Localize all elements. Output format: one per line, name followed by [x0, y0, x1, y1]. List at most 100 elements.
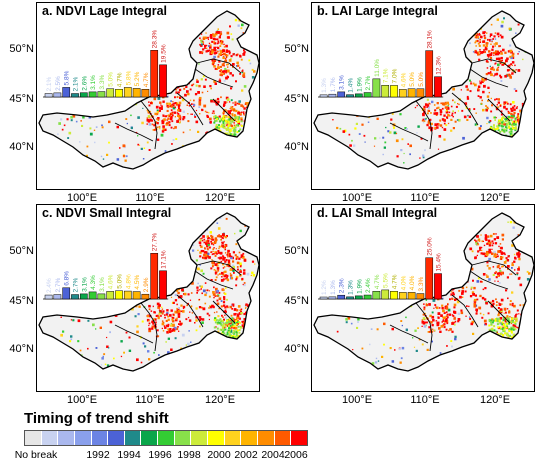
bar	[71, 93, 79, 98]
province-boundary	[176, 294, 204, 328]
province-boundary	[471, 260, 517, 276]
bar	[159, 270, 167, 300]
province-boundary	[212, 300, 236, 324]
bar	[79, 293, 88, 300]
province-boundary	[415, 302, 433, 352]
province-boundary	[196, 260, 242, 276]
legend-swatch	[191, 431, 209, 445]
legend-label: 2002	[234, 449, 258, 461]
province-boundary	[114, 122, 154, 142]
bar	[381, 289, 390, 300]
bar-value-label: 1.3%	[321, 78, 328, 93]
lon-label-100: 100°E	[66, 192, 98, 204]
legend-label: 2006	[284, 449, 308, 461]
bar-value-label: 27.7%	[152, 233, 159, 252]
province-boundary	[471, 58, 517, 74]
bar	[398, 89, 407, 98]
lon-label-100: 100°E	[341, 394, 373, 406]
legend-swatch	[58, 431, 75, 445]
lon-label-100: 100°E	[66, 394, 98, 406]
bar	[416, 293, 425, 300]
bar	[97, 91, 106, 98]
bar-value-label: 28.1%	[427, 30, 434, 49]
bar-value-label: 5.5%	[383, 273, 390, 288]
bar	[106, 88, 115, 98]
bar-value-label: 1.2%	[321, 280, 328, 295]
bar-value-label: 19.5%	[161, 44, 168, 63]
legend-swatch	[74, 431, 92, 445]
province-boundary	[451, 92, 479, 126]
province-boundary	[140, 100, 158, 150]
bar	[123, 290, 132, 300]
lat-label-45: 45°N	[9, 93, 34, 105]
bar	[79, 92, 88, 98]
bar	[363, 294, 372, 300]
province-boundary	[194, 68, 234, 88]
bar-value-label: 4.7%	[143, 72, 150, 87]
bar-value-label: 2.6%	[81, 76, 88, 91]
lon-label-100: 100°E	[341, 192, 373, 204]
bar	[425, 257, 434, 300]
panel-d: 1.2% 1.3% 2.3% 1.3% 1.9% 2.4% 4.7% 5.5% 4.7% 4.0%…	[275, 202, 537, 406]
lon-label-120: 120°E	[204, 192, 236, 204]
bar-value-label: 5.8%	[125, 70, 132, 85]
bar	[372, 290, 381, 300]
legend-title: Timing of trend shift	[24, 410, 169, 427]
bar-value-label: 12.3%	[436, 56, 443, 75]
panel-a: 2.1% 2.5% 5.8% 2.1% 2.6% 3.1% 3.3% 5.0% 4.7% 5.8%…	[0, 0, 262, 204]
province-boundary	[389, 122, 429, 142]
bar	[354, 93, 363, 98]
bar	[346, 296, 354, 300]
map-frame: 1.3% 1.7% 3.1% 1.4% 1.9% 2.7% 11.0% 7.1% 7.0% 4.6…	[311, 2, 535, 190]
bar	[434, 273, 442, 300]
legend-swatch	[41, 431, 59, 445]
region-outline	[38, 10, 259, 170]
bar-value-label: 5.0%	[108, 72, 115, 87]
legend-swatch	[141, 431, 159, 445]
legend-swatch	[291, 431, 307, 445]
legend-label: 2000	[207, 449, 231, 461]
bar	[346, 94, 354, 98]
bar-value-label: 4.7%	[392, 274, 399, 289]
lat-label-45: 45°N	[284, 295, 309, 307]
bar	[398, 292, 407, 300]
map-frame: 2.4% 2.7% 6.8% 2.7% 3.1% 4.3% 3.1% 4.6% 5.0% 4.8%…	[36, 204, 260, 392]
bar	[106, 291, 115, 300]
bar-value-label: 4.3%	[90, 275, 97, 290]
legend-swatch	[257, 431, 275, 445]
pixel-layer	[57, 13, 259, 166]
bar-value-label: 4.5%	[134, 275, 141, 290]
bar	[62, 287, 71, 300]
bar	[150, 253, 159, 300]
bar	[132, 291, 141, 300]
bar	[88, 291, 97, 300]
lat-label-50: 50°N	[284, 245, 309, 257]
bar-value-label: 5.0%	[409, 72, 416, 87]
province-boundary	[469, 270, 509, 290]
inset-bar-chart: 2.4% 2.7% 6.8% 2.7% 3.1% 4.3% 3.1% 4.6% 5.0% 4.8%…	[43, 233, 169, 300]
legend-swatch	[108, 431, 125, 445]
lat-label-40: 40°N	[9, 141, 34, 153]
bar	[150, 50, 159, 98]
panel-title: d. LAI Small Integral	[317, 206, 438, 220]
map-frame: 2.1% 2.5% 5.8% 2.1% 2.6% 3.1% 3.3% 5.0% 4.7% 5.8%…	[36, 2, 260, 190]
bar	[407, 88, 416, 98]
region-outline	[38, 212, 259, 372]
legend-swatch	[174, 431, 192, 445]
bar	[88, 91, 97, 98]
bar-value-label: 4.0%	[409, 275, 416, 290]
bar-value-label: 1.3%	[330, 280, 337, 295]
bar-value-label: 3.3%	[99, 75, 106, 90]
bar-value-label: 2.5%	[55, 76, 62, 91]
lon-label-110: 110°E	[135, 394, 165, 406]
bar-value-label: 25.0%	[427, 237, 434, 256]
bar-value-label: 4.0%	[400, 275, 407, 290]
bar	[141, 293, 150, 300]
bar	[319, 296, 328, 300]
lat-label-45: 45°N	[284, 93, 309, 105]
bar-value-label: 3.1%	[99, 277, 106, 292]
bar-value-label: 5.0%	[117, 274, 124, 289]
legend-label: 2004	[261, 449, 285, 461]
bar-value-label: 3.1%	[90, 75, 97, 90]
panel-b: 1.3% 1.7% 3.1% 1.4% 1.9% 2.7% 11.0% 7.1% 7.0% 4.6…	[275, 0, 537, 204]
